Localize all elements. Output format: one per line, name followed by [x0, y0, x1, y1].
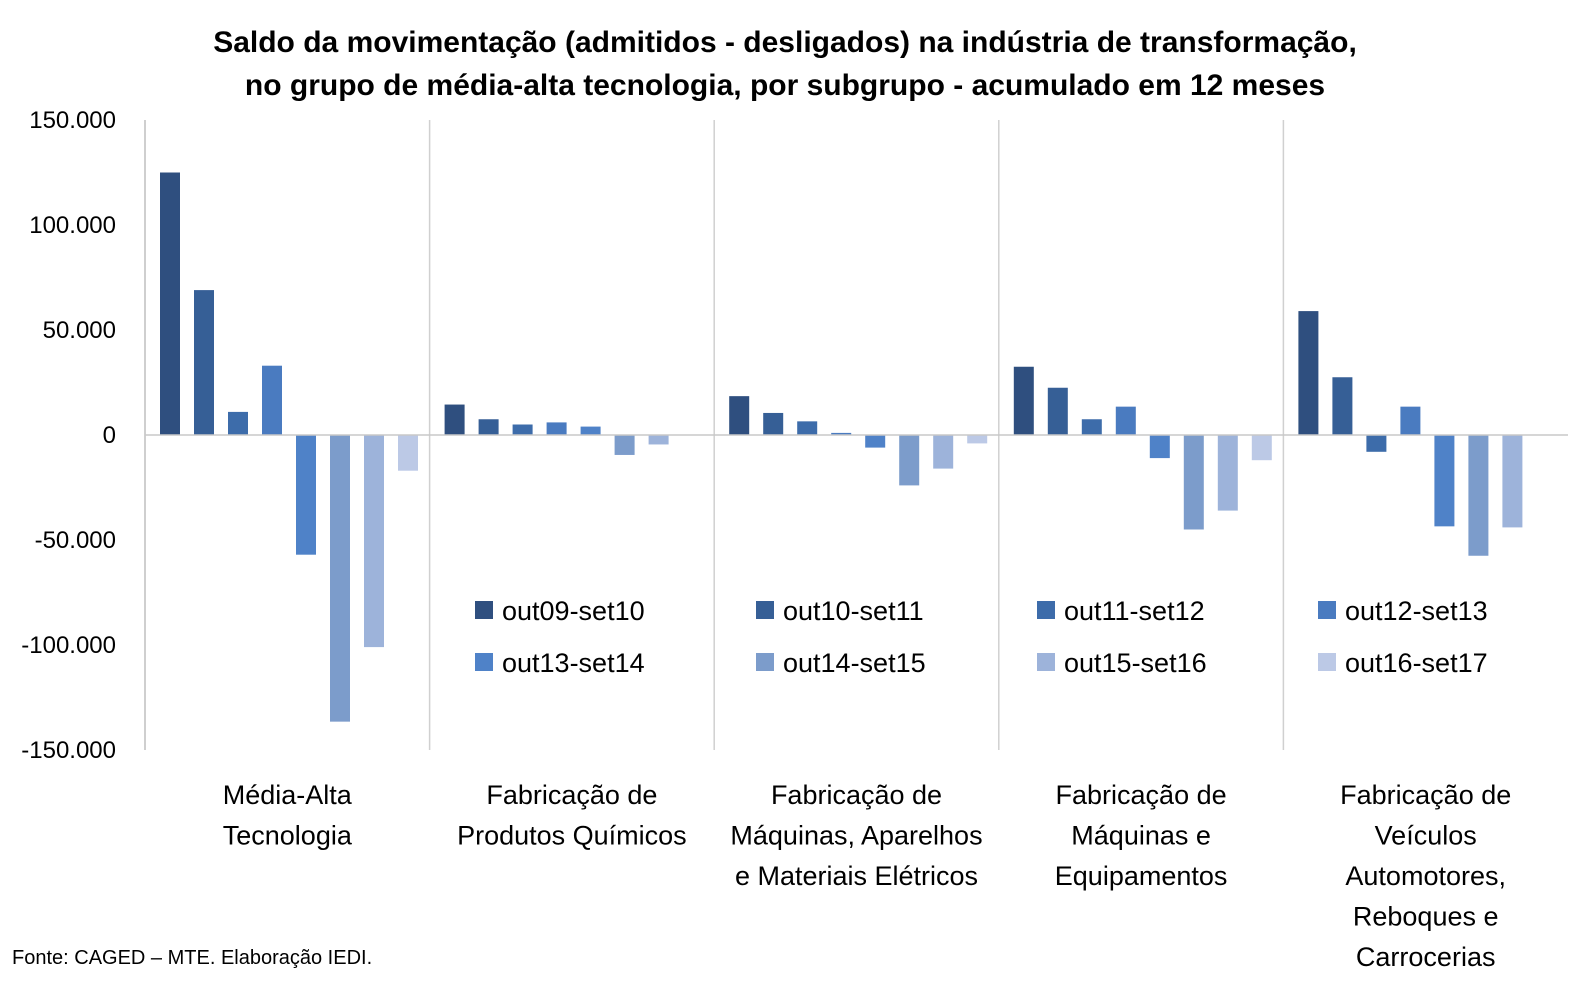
bar: [614, 435, 635, 455]
category-label: Média-Alta: [223, 780, 353, 810]
source-note: Fonte: CAGED – MTE. Elaboração IEDI.: [12, 947, 372, 969]
legend-label: out16-set17: [1345, 648, 1488, 678]
bar: [228, 411, 248, 435]
y-tick-label: -100.000: [21, 632, 116, 659]
legend-swatch: [1318, 653, 1336, 671]
bar: [1081, 419, 1102, 435]
bar: [160, 172, 180, 435]
category-label: Fabricação de: [1340, 780, 1511, 810]
legend-swatch: [475, 601, 493, 619]
legend-label: out14-set15: [783, 648, 926, 678]
category-label: Máquinas e: [1071, 821, 1211, 851]
plot-area: 150.000 100.000 50.000 0 -50.000 -100.000 -150…: [21, 107, 1568, 972]
bar: [648, 435, 669, 445]
legend-swatch: [1037, 601, 1055, 619]
y-tick-label: 50.000: [43, 317, 116, 344]
legend-swatch: [1318, 601, 1336, 619]
y-tick-label: -150.000: [21, 737, 116, 764]
chart-title-line-1: Saldo da movimentação (admitidos - desli…: [213, 26, 1357, 59]
category-label: Veículos: [1375, 821, 1477, 851]
y-tick-label: -50.000: [35, 527, 116, 554]
legend-swatch: [756, 601, 774, 619]
category-label: Fabricação de: [771, 780, 942, 810]
bar: [478, 419, 499, 435]
bar: [1013, 366, 1034, 435]
category-label: Automotores,: [1345, 861, 1506, 891]
bar: [1183, 435, 1204, 530]
bar: [933, 435, 954, 469]
legend-label: out11-set12: [1064, 596, 1205, 626]
bar: [729, 396, 750, 435]
legend-swatch: [1037, 653, 1055, 671]
legend-swatch: [756, 653, 774, 671]
category-label: Tecnologia: [223, 821, 353, 851]
bar: [1468, 435, 1489, 556]
category-label: Produtos Químicos: [457, 821, 687, 851]
bar: [262, 365, 282, 435]
category-label: e Materiais Elétricos: [735, 861, 978, 891]
bar: [1149, 435, 1170, 459]
y-tick-label: 0: [103, 422, 116, 449]
bar: [330, 435, 350, 722]
bar: [194, 290, 214, 435]
y-tick-label: 100.000: [29, 212, 116, 239]
legend-label: out15-set16: [1064, 648, 1207, 678]
bar: [899, 435, 920, 486]
bar: [1400, 406, 1421, 435]
bar: [831, 432, 852, 435]
bar: [967, 435, 988, 444]
category-label: Fabricação de: [486, 780, 657, 810]
legend-label: out10-set11: [783, 596, 924, 626]
category-label: Fabricação de: [1056, 780, 1227, 810]
legend-label: out09-set10: [502, 596, 645, 626]
bar: [1298, 311, 1319, 435]
bar: [296, 435, 316, 555]
bar: [1366, 435, 1387, 452]
legend-label: out12-set13: [1345, 596, 1488, 626]
bar: [797, 421, 818, 435]
bar: [1217, 435, 1238, 511]
legend-swatch: [475, 653, 493, 671]
chart-title-line-2: no grupo de média-alta tecnologia, por s…: [245, 69, 1325, 102]
bar: [512, 424, 533, 435]
legend-label: out13-set14: [502, 648, 645, 678]
bar: [546, 422, 567, 435]
bar: [444, 404, 465, 435]
category-label: Máquinas, Aparelhos: [730, 821, 982, 851]
bar: [865, 435, 886, 448]
category-label: Carrocerias: [1356, 942, 1496, 972]
bar: [1434, 435, 1455, 527]
bar: [398, 435, 418, 471]
bar: [763, 412, 784, 435]
bar: [1332, 377, 1353, 435]
category-label: Equipamentos: [1055, 861, 1228, 891]
bar: [1251, 435, 1272, 461]
bar: [364, 435, 384, 648]
bar: [1502, 435, 1523, 528]
bar: [580, 426, 601, 435]
bar: [1115, 406, 1136, 435]
bar: [1047, 387, 1068, 435]
category-label: Reboques e: [1353, 902, 1499, 932]
y-tick-label: 150.000: [29, 107, 116, 134]
